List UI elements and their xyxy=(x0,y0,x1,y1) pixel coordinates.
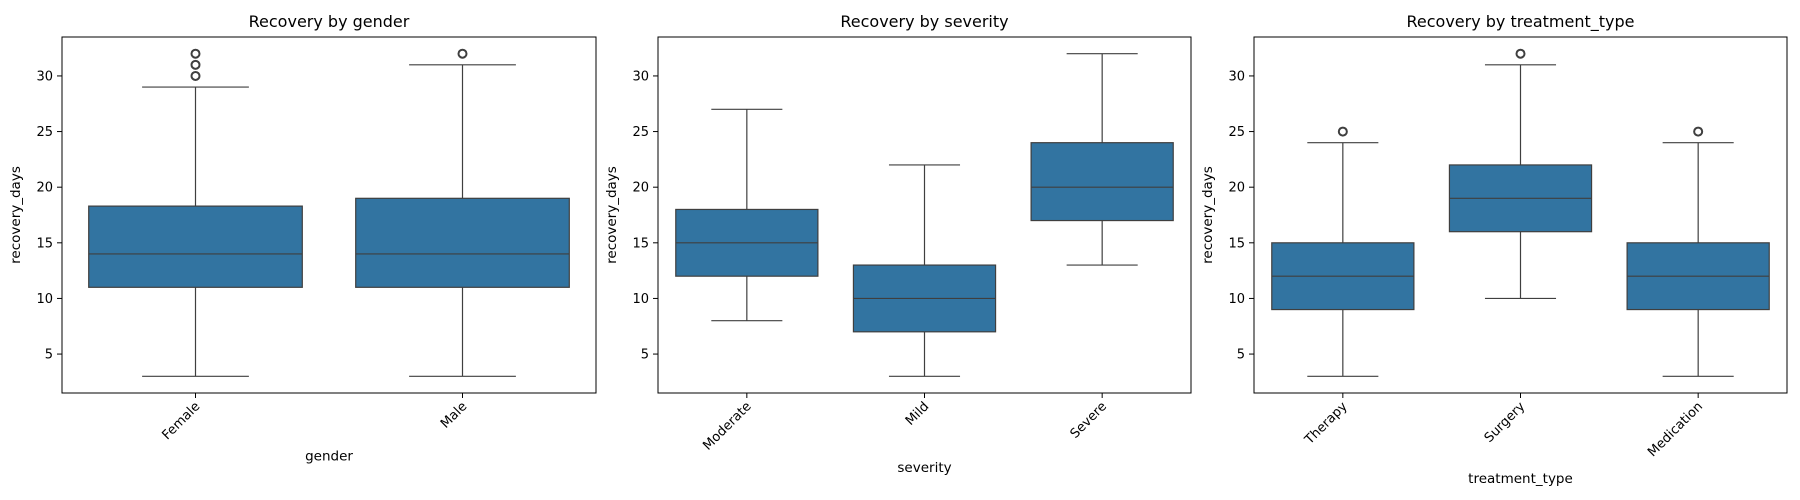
y-tick-label: 15 xyxy=(1228,236,1245,251)
y-tick-label: 20 xyxy=(632,181,649,196)
y-tick-label: 15 xyxy=(36,236,53,251)
x-tick-label: Female xyxy=(159,399,203,443)
box-therapy xyxy=(1271,126,1415,377)
chart-title: Recovery by gender xyxy=(249,12,410,31)
x-tick-label: Therapy xyxy=(1302,399,1351,448)
y-tick-label: 20 xyxy=(36,181,53,196)
x-axis-label: treatment_type xyxy=(1468,471,1573,487)
iqr-box xyxy=(88,205,303,288)
outlier-point xyxy=(1515,48,1526,59)
x-tick-label: Moderate xyxy=(700,399,754,453)
box-mild xyxy=(852,164,997,377)
chart-panel-3: Recovery by treatment_type 5 10 15 20 25 30 rec… xyxy=(1200,12,1788,487)
y-tick-label: 25 xyxy=(1228,125,1245,140)
y-tick-label: 5 xyxy=(45,348,53,363)
y-tick-label: 25 xyxy=(36,125,53,140)
y-axis-label: recovery_days xyxy=(604,166,620,264)
y-tick-label: 5 xyxy=(1237,348,1245,363)
y-tick-label: 10 xyxy=(632,292,649,307)
outlier-point xyxy=(1337,126,1348,137)
box-surgery xyxy=(1448,48,1593,300)
outlier-point xyxy=(190,48,201,59)
plot-frame xyxy=(61,36,597,394)
y-axis-label: recovery_days xyxy=(8,166,24,264)
x-tick-label: Medication xyxy=(1645,399,1706,460)
outlier-point xyxy=(1693,126,1704,137)
chart-panel-1: Recovery by gender 5 10 15 20 25 30 recovery_da… xyxy=(8,12,597,465)
y-tick-label: 30 xyxy=(36,69,53,84)
y-tick-label: 10 xyxy=(36,292,53,307)
x-tick-label: Severe xyxy=(1068,399,1110,441)
box-moderate xyxy=(675,108,819,322)
iqr-box xyxy=(355,197,570,288)
x-tick-label: Mild xyxy=(903,399,932,428)
x-axis-label: severity xyxy=(897,460,951,476)
chart-title: Recovery by severity xyxy=(840,12,1008,31)
box-male xyxy=(355,48,570,377)
outlier-point xyxy=(190,70,201,81)
y-tick-label: 25 xyxy=(632,125,649,140)
chart-panel-2: Recovery by severity 5 10 15 20 25 30 recovery_… xyxy=(604,12,1192,476)
chart-title: Recovery by treatment_type xyxy=(1407,12,1635,32)
y-tick-label: 15 xyxy=(632,236,649,251)
y-axis-label: recovery_days xyxy=(1200,166,1216,264)
box-medication xyxy=(1626,126,1770,377)
iqr-box xyxy=(1030,142,1174,222)
x-tick-label: Surgery xyxy=(1482,399,1529,446)
box-female xyxy=(88,48,303,377)
outlier-point xyxy=(457,48,468,59)
y-tick-label: 10 xyxy=(1228,292,1245,307)
x-tick-label: Male xyxy=(438,399,470,431)
box-severe xyxy=(1030,53,1174,266)
y-tick-label: 30 xyxy=(1228,69,1245,84)
x-axis-label: gender xyxy=(305,449,353,465)
y-tick-label: 20 xyxy=(1228,181,1245,196)
y-tick-label: 5 xyxy=(641,348,649,363)
y-tick-label: 30 xyxy=(632,69,649,84)
outlier-point xyxy=(190,59,201,70)
